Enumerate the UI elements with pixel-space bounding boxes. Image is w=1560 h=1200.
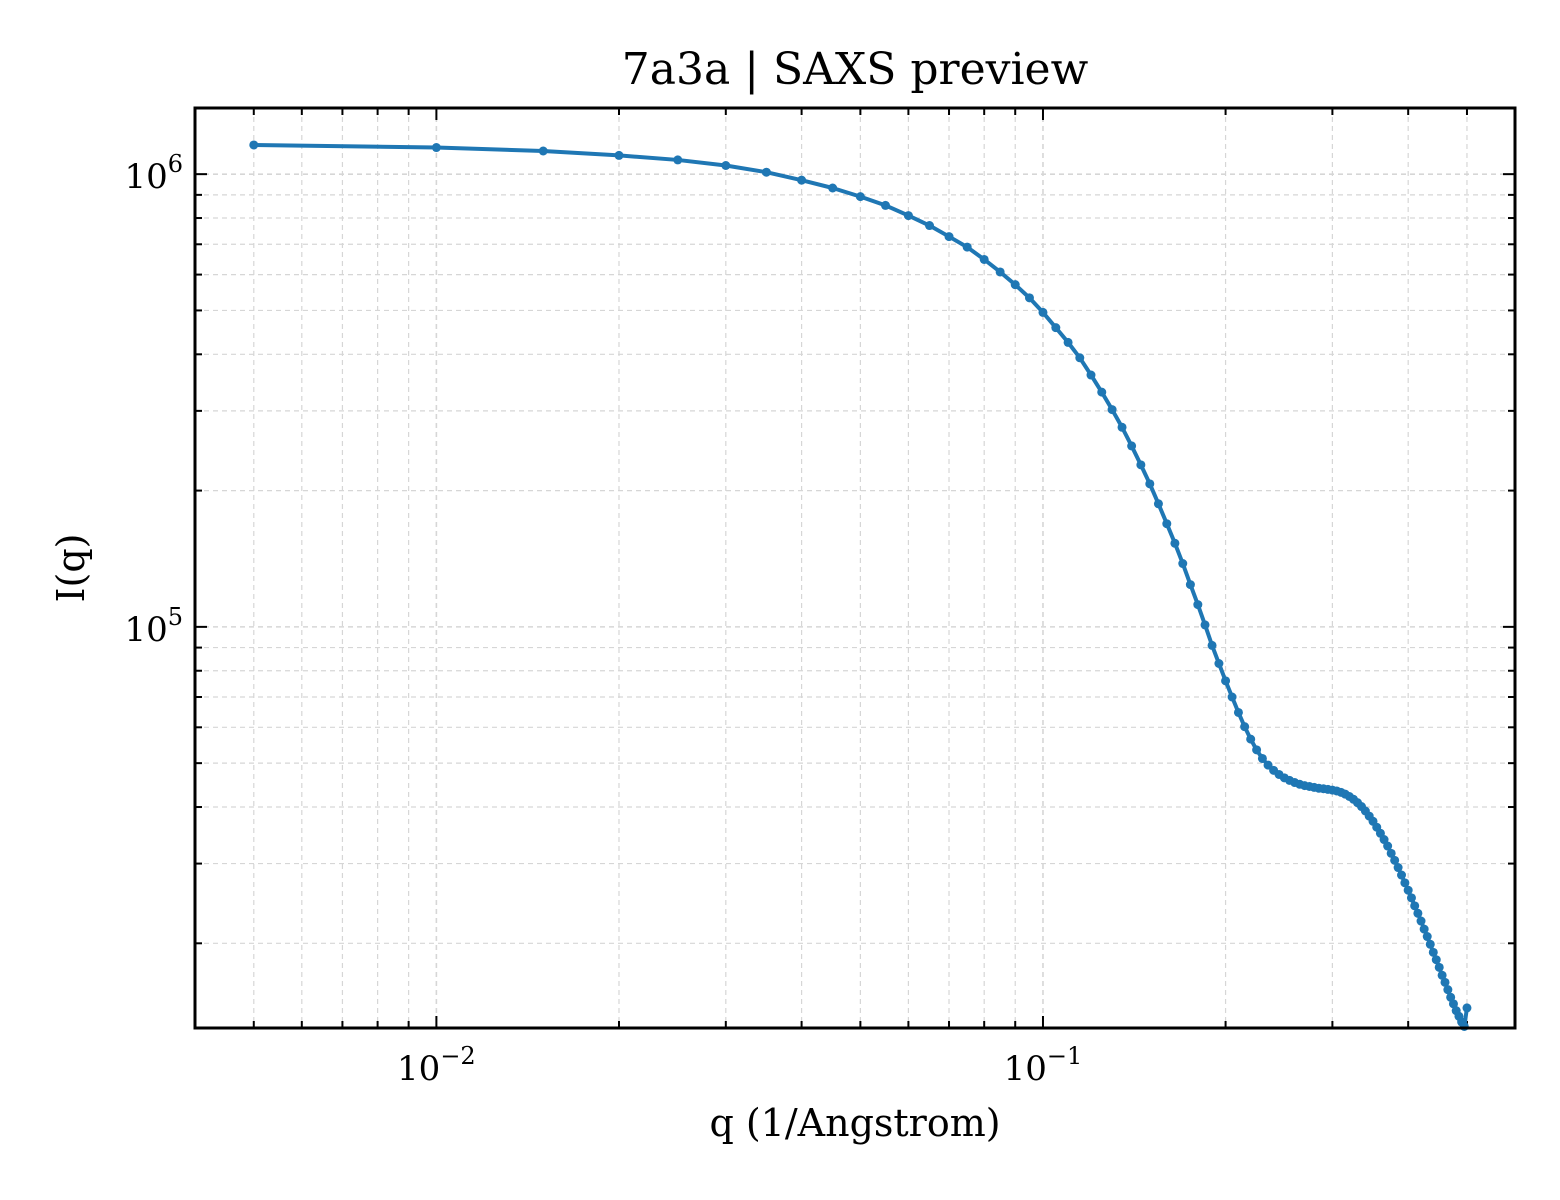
data-point — [1428, 947, 1438, 957]
data-point — [855, 192, 865, 202]
chart-title: 7a3a | SAXS preview — [622, 44, 1089, 95]
data-point — [1434, 962, 1444, 972]
data-point — [761, 167, 771, 177]
data-point — [1462, 1003, 1472, 1013]
data-point — [979, 254, 989, 264]
data-point — [1443, 985, 1453, 995]
data-point — [1383, 841, 1393, 851]
data-point — [1393, 863, 1403, 873]
data-point — [1153, 499, 1163, 509]
x-tick-label: 10−1 — [1004, 1042, 1083, 1089]
data-point — [1400, 878, 1410, 888]
data-point — [1127, 441, 1137, 451]
data-point — [673, 155, 683, 165]
x-axis-label: q (1/Angstrom) — [709, 1101, 1000, 1145]
data-point — [1233, 707, 1243, 717]
data-point — [1097, 387, 1107, 397]
data-point — [1403, 885, 1413, 895]
data-point — [962, 242, 972, 252]
data-point — [1051, 323, 1061, 333]
data-point — [1413, 908, 1423, 918]
x-tick-label: 10−2 — [397, 1042, 476, 1089]
data-point — [1410, 901, 1420, 911]
data-point — [1240, 722, 1250, 732]
data-point — [1221, 676, 1231, 686]
data-point — [1425, 939, 1435, 949]
data-point — [944, 232, 954, 242]
data-point — [1214, 659, 1224, 669]
data-point — [1024, 293, 1034, 303]
data-point — [1459, 1021, 1469, 1031]
data-point — [797, 175, 807, 185]
data-point — [1397, 870, 1407, 880]
data-point — [1170, 538, 1180, 548]
data-point — [1252, 745, 1262, 755]
y-axis-label: I(q) — [49, 534, 93, 603]
data-point — [1227, 692, 1237, 702]
data-point — [1406, 893, 1416, 903]
data-point — [1448, 999, 1458, 1009]
data-point — [1207, 640, 1217, 650]
y-tick-label: 105 — [124, 603, 183, 650]
data-point — [538, 146, 548, 156]
data-point — [1193, 600, 1203, 610]
data-point — [1075, 353, 1085, 363]
data-point — [828, 183, 838, 193]
data-point — [1010, 280, 1020, 290]
grid — [194, 108, 1515, 1028]
data-point — [431, 143, 441, 153]
y-tick-label: 106 — [124, 150, 183, 197]
data-point — [1246, 734, 1256, 744]
data-point — [1086, 370, 1096, 380]
data-point — [1416, 916, 1426, 926]
data-point — [903, 211, 913, 221]
data-point — [1117, 422, 1127, 432]
data-point — [880, 200, 890, 210]
data-point — [1386, 848, 1396, 858]
data-point — [1185, 580, 1195, 590]
data-point — [1038, 307, 1048, 317]
data-point — [1200, 620, 1210, 630]
data-point — [1257, 753, 1267, 763]
data-point — [614, 150, 624, 160]
data-point — [1178, 559, 1188, 569]
tick-labels: 10−2 10−1 105 106 — [124, 150, 1082, 1089]
data-point — [1419, 924, 1429, 934]
data-point — [1440, 977, 1450, 987]
data-point — [1422, 932, 1432, 942]
plot-frame — [193, 106, 1517, 1030]
data-point — [995, 267, 1005, 277]
data-point — [1107, 405, 1117, 415]
data-point — [1390, 855, 1400, 865]
data-point — [249, 140, 259, 150]
data-point — [1136, 460, 1146, 470]
data-point — [1431, 955, 1441, 965]
data-point — [721, 161, 731, 171]
data-point — [1162, 519, 1172, 529]
data-point — [1145, 479, 1155, 489]
data-point — [924, 221, 934, 231]
data-point — [1063, 337, 1073, 347]
data-point — [1437, 970, 1447, 980]
